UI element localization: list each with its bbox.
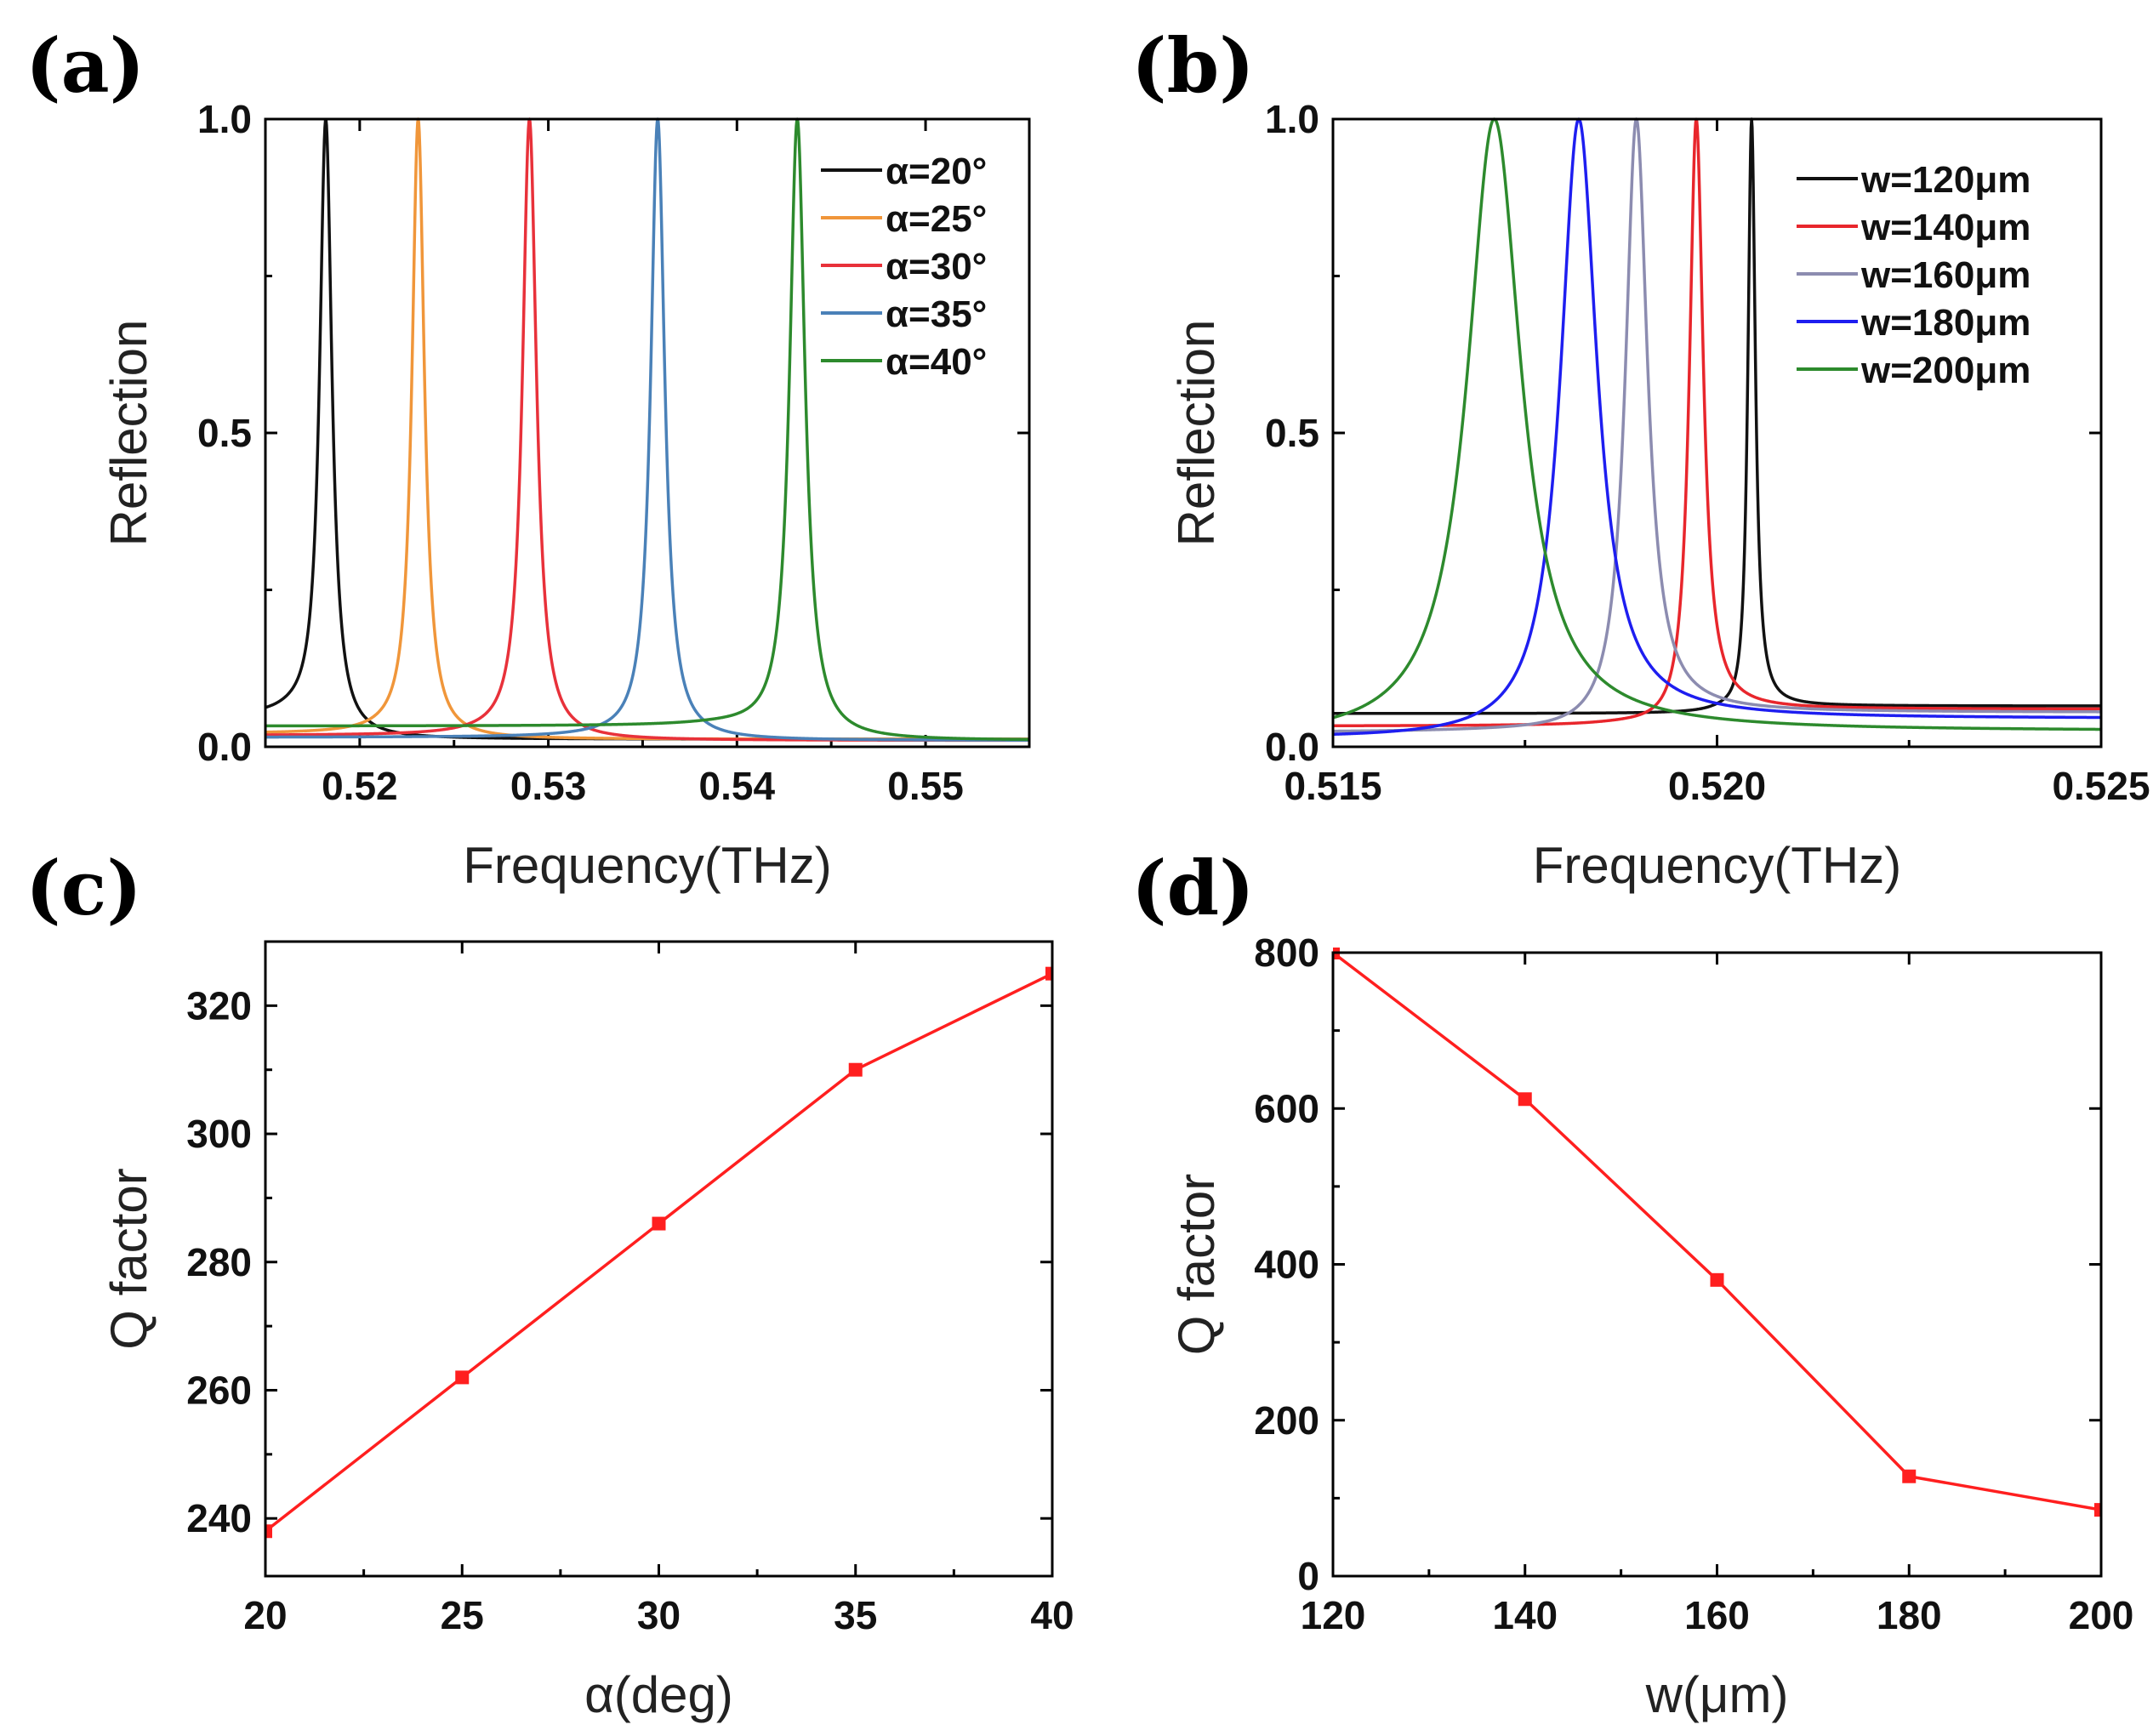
y-tick-label: 320: [186, 983, 252, 1027]
data-point: [848, 1062, 863, 1077]
legend-label: α=35°: [886, 293, 987, 335]
panel-a: (a) 0.52 0.53 0.54 0.55 0.0 0.5 1.0 Frequency(TH…: [26, 21, 1031, 894]
x-tick-label: 35: [834, 1593, 877, 1637]
y-tick-label: 200: [1254, 1398, 1319, 1443]
series-line: [1333, 117, 2101, 737]
data-point: [1902, 1469, 1917, 1483]
series-line: [1333, 951, 2101, 1511]
data-point: [652, 1216, 666, 1231]
x-tick-label: 0.515: [1284, 764, 1381, 808]
x-axis-label: w(μm): [1645, 1666, 1789, 1723]
y-tick-label: 800: [1254, 931, 1319, 975]
series-line: [265, 117, 1029, 742]
panel-label: (d): [1131, 844, 1255, 932]
x-tick-label: 30: [637, 1593, 681, 1637]
panel-label: (b): [1131, 21, 1255, 110]
series-line: [1333, 117, 2101, 731]
y-tick-label: 260: [186, 1368, 252, 1412]
legend-label: w=140μm: [1860, 207, 2031, 248]
data-point: [1045, 966, 1052, 981]
x-tick-label: 0.525: [2052, 764, 2150, 808]
x-tick-label: 0.520: [1668, 764, 1766, 808]
y-tick-label: 240: [186, 1496, 252, 1540]
panel-label: (a): [26, 21, 145, 110]
panel-b: (b) 0.515 0.520 0.525 0.0 0.5 1.0 Frequency(THz…: [1131, 21, 2150, 894]
y-tick-label: 0: [1297, 1554, 1319, 1598]
plot-frame: [1331, 951, 2103, 1578]
plot-frame: [264, 940, 1054, 1578]
x-tick-label: 20: [243, 1593, 287, 1637]
legend-label: w=120μm: [1860, 159, 2031, 201]
x-tick-label: 0.54: [699, 764, 776, 808]
plot-frame: [264, 117, 1031, 748]
y-tick-label: 280: [186, 1240, 252, 1284]
x-tick-label: 160: [1684, 1593, 1750, 1637]
legend-label: w=180μm: [1860, 302, 2031, 344]
y-axis-label: Reflection: [100, 320, 157, 547]
legend-label: w=200μm: [1860, 350, 2031, 391]
x-axis-label: α(deg): [584, 1666, 733, 1723]
x-tick-label: 140: [1492, 1593, 1558, 1637]
legend-label: α=20°: [886, 151, 987, 192]
y-axis-label: Q factor: [100, 1168, 157, 1349]
x-tick-label: 180: [1877, 1593, 1942, 1637]
legend-label: α=30°: [886, 246, 987, 287]
data-point: [1518, 1092, 1532, 1107]
panel-label: (c): [26, 844, 142, 932]
x-tick-label: 40: [1030, 1593, 1074, 1637]
legend-label: α=25°: [886, 198, 987, 240]
data-point: [455, 1370, 470, 1385]
y-tick-label: 0.5: [197, 411, 252, 455]
y-tick-label: 0.5: [1265, 411, 1319, 455]
data-point: [2094, 1503, 2101, 1517]
y-tick-label: 300: [186, 1112, 252, 1156]
x-axis-label: Frequency(THz): [1533, 837, 1901, 894]
data-point: [1710, 1272, 1724, 1287]
x-tick-label: 0.55: [887, 764, 964, 808]
y-axis-label: Q factor: [1168, 1174, 1225, 1355]
series-line: [265, 117, 1029, 742]
plot-frame: [1331, 117, 2103, 748]
series-line: [1333, 117, 2101, 728]
x-tick-label: 0.53: [510, 764, 587, 808]
panel-c: (c) 20 25 30 35 40 240 260 280 300 320 α(deg) Q fact…: [26, 844, 1074, 1723]
x-tick-label: 0.52: [322, 764, 398, 808]
data-point: [265, 1524, 272, 1539]
y-tick-label: 0.0: [197, 725, 252, 769]
y-tick-label: 1.0: [197, 97, 252, 141]
y-tick-label: 0.0: [1265, 725, 1319, 769]
y-tick-label: 1.0: [1265, 97, 1319, 141]
y-tick-label: 600: [1254, 1086, 1319, 1130]
legend-label: w=160μm: [1860, 254, 2031, 296]
x-tick-label: 120: [1301, 1593, 1366, 1637]
panel-d: (d) 120 140 160 180 200 0 200 400 600 800 w(μm) Q fa…: [1131, 844, 2133, 1723]
x-axis-label: Frequency(THz): [463, 837, 831, 894]
y-tick-label: 400: [1254, 1243, 1319, 1287]
legend-label: α=40°: [886, 341, 987, 383]
y-axis-label: Reflection: [1168, 320, 1225, 547]
x-tick-label: 200: [2069, 1593, 2134, 1637]
series-line: [1333, 117, 2101, 733]
x-tick-label: 25: [441, 1593, 484, 1637]
series-line: [265, 972, 1052, 1533]
